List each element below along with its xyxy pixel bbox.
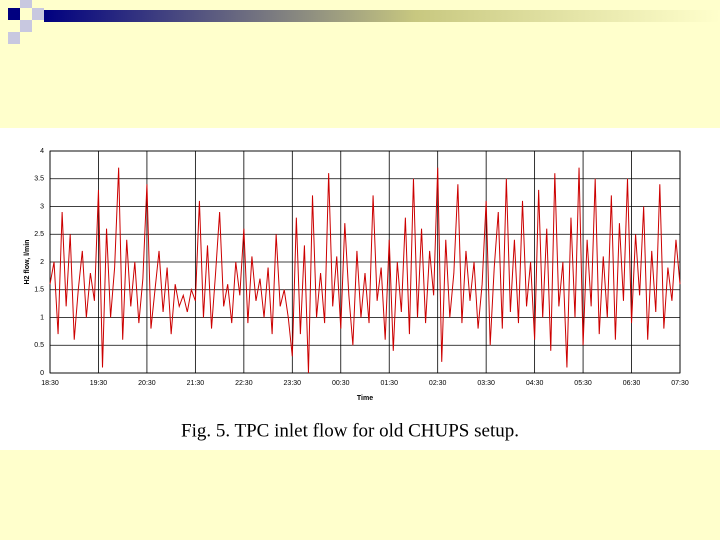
corner-decoration xyxy=(8,0,44,44)
x-tick-label: 21:30 xyxy=(187,380,205,387)
y-tick-label: 4 xyxy=(40,148,44,155)
x-tick-label: 04:30 xyxy=(526,380,544,387)
figure-panel xyxy=(0,128,720,450)
x-tick-label: 01:30 xyxy=(380,380,398,387)
x-tick-label: 20:30 xyxy=(138,380,156,387)
y-tick-label: 0 xyxy=(40,370,44,377)
y-tick-label: 2 xyxy=(40,259,44,266)
data-line xyxy=(49,167,681,374)
x-tick-label: 23:30 xyxy=(284,380,302,387)
y-tick-label: 0.5 xyxy=(34,342,44,349)
x-tick-label: 00:30 xyxy=(332,380,350,387)
x-tick-label: 06:30 xyxy=(623,380,641,387)
x-tick-label: 03:30 xyxy=(477,380,495,387)
x-tick-label: 07:30 xyxy=(671,380,689,387)
header-bar xyxy=(44,10,720,22)
x-tick-label: 19:30 xyxy=(90,380,108,387)
y-axis-title: H2 flow, l/min xyxy=(24,240,31,285)
y-tick-label: 2.5 xyxy=(34,231,44,238)
y-tick-label: 1 xyxy=(40,314,44,321)
chart: 0 0.5 1 1.5 2 2.5 3 3.5 4 18:30 19:30 20:30 21:30 22:… xyxy=(34,148,689,387)
plot-frame xyxy=(49,150,681,374)
x-axis-title: Time xyxy=(357,395,373,402)
figure-caption: Fig. 5. TPC inlet flow for old CHUPS set… xyxy=(181,420,519,441)
x-tick-label: 02:30 xyxy=(429,380,447,387)
x-tick-label: 22:30 xyxy=(235,380,253,387)
y-tick-label: 3 xyxy=(40,203,44,210)
y-tick-label: 3.5 xyxy=(34,176,44,183)
x-tick-label: 18:30 xyxy=(41,380,59,387)
y-tick-label: 1.5 xyxy=(34,287,44,294)
x-tick-label: 05:30 xyxy=(574,380,592,387)
